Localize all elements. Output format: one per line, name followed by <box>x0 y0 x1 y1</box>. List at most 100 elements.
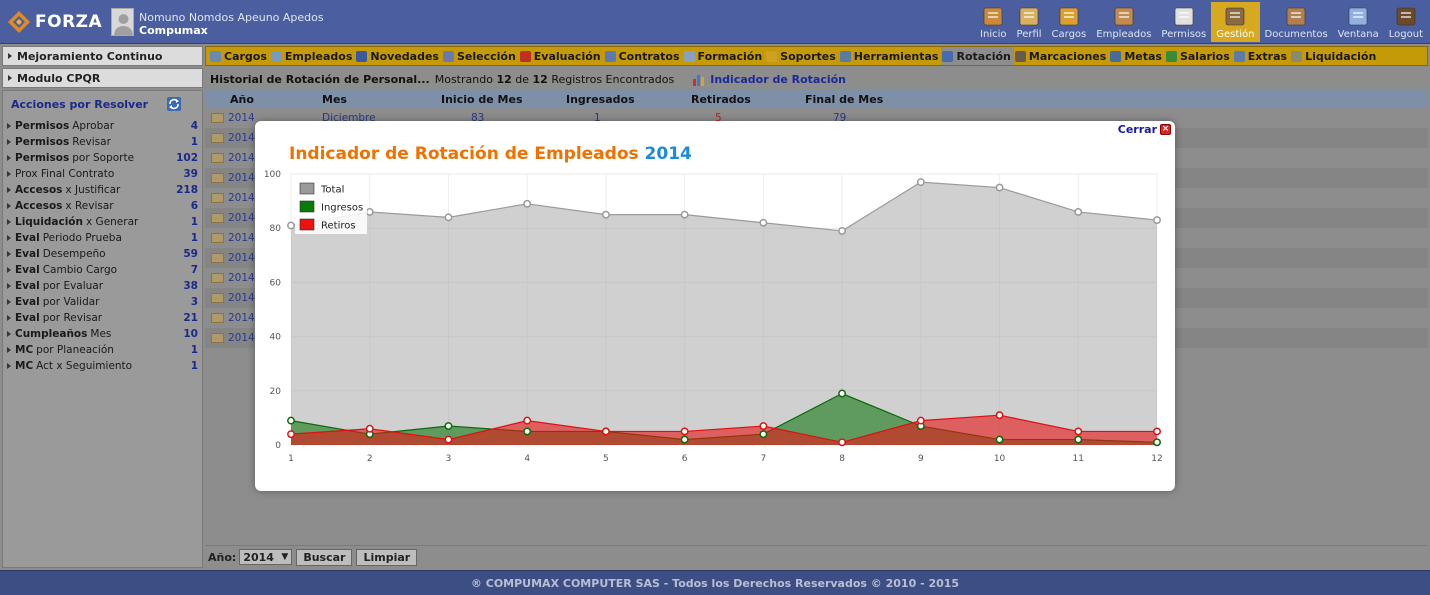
module-tab-rotacin[interactable]: Rotación <box>941 47 1014 65</box>
module-tab-cargos[interactable]: Cargos <box>209 47 270 65</box>
pending-action-item[interactable]: Eval por Validar 3 <box>7 294 198 310</box>
document-icon[interactable] <box>211 193 224 203</box>
data-point-ingresos[interactable] <box>444 422 453 430</box>
col-header-end[interactable]: Final de Mes <box>805 92 884 106</box>
module-tab-marcaciones[interactable]: Marcaciones <box>1014 47 1109 65</box>
pending-action-item[interactable]: Eval Desempeño 59 <box>7 246 198 262</box>
pending-action-item[interactable]: Permisos Revisar 1 <box>7 134 198 150</box>
module-tab-seleccin[interactable]: Selección <box>442 47 519 65</box>
table-row[interactable]: 2014 <box>205 188 1428 208</box>
topnav-permisos[interactable]: Permisos <box>1156 2 1211 42</box>
table-row[interactable]: 2014 <box>205 148 1428 168</box>
module-tab-salarios[interactable]: Salarios <box>1165 47 1233 65</box>
data-point-total[interactable] <box>287 221 295 230</box>
data-point-retiros[interactable] <box>916 416 925 425</box>
data-point-total[interactable] <box>759 218 768 227</box>
data-point-retiros[interactable] <box>365 424 374 433</box>
document-icon[interactable] <box>211 233 224 243</box>
data-point-ingresos[interactable] <box>680 435 689 444</box>
avatar[interactable] <box>111 8 134 36</box>
module-tab-contratos[interactable]: Contratos <box>604 47 683 65</box>
data-point-ingresos[interactable] <box>759 430 768 439</box>
data-point-ingresos[interactable] <box>995 435 1004 444</box>
data-point-retiros[interactable] <box>1074 427 1083 436</box>
module-tab-empleados[interactable]: Empleados <box>270 47 355 65</box>
app-logo[interactable]: FORZA <box>6 8 102 36</box>
pending-action-item[interactable]: Accesos x Revisar 6 <box>7 198 198 214</box>
document-icon[interactable] <box>211 293 224 303</box>
col-header-year[interactable]: Año <box>230 92 254 106</box>
col-header-month[interactable]: Mes <box>322 92 347 106</box>
refresh-icon[interactable] <box>166 96 182 112</box>
clear-button[interactable]: Limpiar <box>356 548 418 566</box>
data-point-total[interactable] <box>680 210 689 219</box>
sidebar-section-cpqr[interactable]: Modulo CPQR <box>2 68 203 88</box>
search-button[interactable]: Buscar <box>296 548 353 566</box>
data-point-ingresos[interactable] <box>1074 435 1083 444</box>
col-header-in[interactable]: Ingresados <box>566 92 635 106</box>
module-tab-soportes[interactable]: Soportes <box>765 47 839 65</box>
data-point-retiros[interactable] <box>523 416 532 425</box>
topnav-ventana[interactable]: Ventana <box>1333 2 1384 42</box>
module-tab-formacin[interactable]: Formación <box>683 47 766 65</box>
data-point-total[interactable] <box>523 199 532 208</box>
data-point-retiros[interactable] <box>759 422 768 430</box>
document-icon[interactable] <box>211 253 224 263</box>
pending-action-item[interactable]: Eval Cambio Cargo 7 <box>7 262 198 278</box>
topnav-inicio[interactable]: Inicio <box>975 2 1011 42</box>
data-point-ingresos[interactable] <box>838 389 847 398</box>
document-icon[interactable] <box>211 313 224 323</box>
document-icon[interactable] <box>211 173 224 183</box>
sidebar-section-mejoramiento[interactable]: Mejoramiento Continuo <box>2 46 203 66</box>
pending-action-item[interactable]: MC por Planeación 1 <box>7 342 198 358</box>
data-point-total[interactable] <box>995 183 1004 192</box>
module-tab-novedades[interactable]: Novedades <box>355 47 442 65</box>
data-point-total[interactable] <box>365 207 374 216</box>
pending-action-item[interactable]: Liquidación x Generar 1 <box>7 214 198 230</box>
table-row[interactable]: 2014 <box>205 228 1428 248</box>
document-icon[interactable] <box>211 113 224 123</box>
document-icon[interactable] <box>211 333 224 343</box>
pending-action-item[interactable]: Eval Periodo Prueba 1 <box>7 230 198 246</box>
data-point-retiros[interactable] <box>995 411 1004 420</box>
col-header-start[interactable]: Inicio de Mes <box>441 92 523 106</box>
module-tab-herramientas[interactable]: Herramientas <box>839 47 942 65</box>
close-button[interactable]: Cerrar × <box>1118 123 1171 136</box>
data-point-total[interactable] <box>1153 216 1161 225</box>
data-point-retiros[interactable] <box>1153 427 1161 436</box>
data-point-retiros[interactable] <box>601 427 610 436</box>
topnav-cargos[interactable]: Cargos <box>1047 2 1092 42</box>
data-point-total[interactable] <box>444 213 453 222</box>
topnav-logout[interactable]: Logout <box>1384 2 1428 42</box>
pending-action-item[interactable]: Accesos x Justificar 218 <box>7 182 198 198</box>
topnav-gestin[interactable]: Gestión <box>1211 2 1260 42</box>
data-point-retiros[interactable] <box>444 435 453 444</box>
rotation-indicator-link[interactable]: Indicador de Rotación <box>710 73 846 86</box>
pending-action-item[interactable]: MC Act x Seguimiento 1 <box>7 358 198 374</box>
bar-chart-icon[interactable] <box>692 73 706 87</box>
document-icon[interactable] <box>211 273 224 283</box>
topnav-documentos[interactable]: Documentos <box>1260 2 1333 42</box>
data-point-retiros[interactable] <box>838 438 847 447</box>
table-row[interactable]: 2014 <box>205 268 1428 288</box>
pending-action-item[interactable]: Cumpleaños Mes 10 <box>7 326 198 342</box>
module-tab-metas[interactable]: Metas <box>1109 47 1165 65</box>
pending-action-item[interactable]: Eval por Evaluar 38 <box>7 278 198 294</box>
pending-action-item[interactable]: Permisos Aprobar 4 <box>7 118 198 134</box>
col-header-out[interactable]: Retirados <box>691 92 751 106</box>
pending-action-item[interactable]: Permisos por Soporte 102 <box>7 150 198 166</box>
data-point-total[interactable] <box>1074 207 1083 216</box>
data-point-ingresos[interactable] <box>523 427 532 436</box>
topnav-empleados[interactable]: Empleados <box>1091 2 1156 42</box>
data-point-total[interactable] <box>916 178 925 187</box>
document-icon[interactable] <box>211 153 224 163</box>
year-select[interactable]: 2014 ▼ <box>239 549 293 565</box>
data-point-ingresos[interactable] <box>1153 438 1161 447</box>
topnav-perfil[interactable]: Perfil <box>1012 2 1047 42</box>
module-tab-extras[interactable]: Extras <box>1233 47 1290 65</box>
module-tab-liquidacin[interactable]: Liquidación <box>1290 47 1379 65</box>
data-point-total[interactable] <box>838 226 847 235</box>
pending-action-item[interactable]: Eval por Revisar 21 <box>7 310 198 326</box>
data-point-total[interactable] <box>601 210 610 219</box>
document-icon[interactable] <box>211 133 224 143</box>
